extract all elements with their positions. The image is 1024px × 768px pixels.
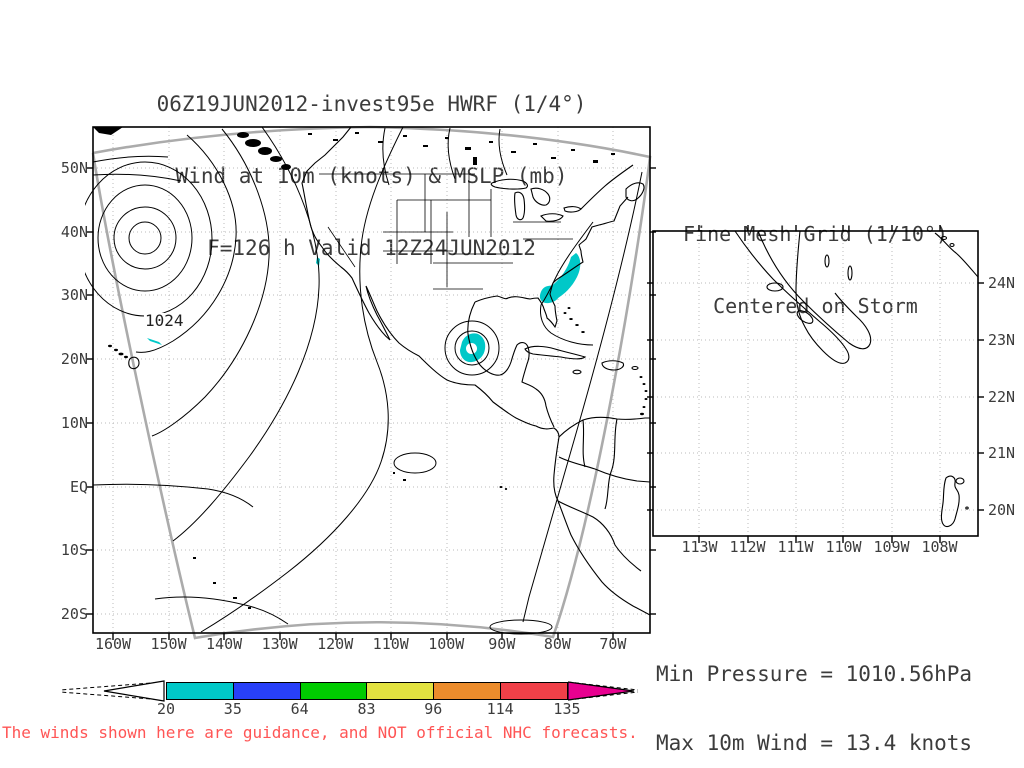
colorbar-tick-label: 96 (424, 700, 443, 718)
colorbar-tick-label: 114 (486, 700, 514, 718)
storm-inner-isobar (454, 330, 490, 366)
lat-tick-label: EQ (69, 477, 88, 496)
colorbar-right-arrow (568, 681, 639, 701)
fine-lon-axis: 113W 112W 111W 110W 109W 108W (677, 540, 962, 555)
colorbar-segment (232, 683, 300, 699)
fine-mesh-title-line-2: Centered on Storm (713, 294, 918, 318)
main-lat-axis: 50N 40N 30N 20N 10N EQ 10S 20S (42, 159, 88, 623)
disclaimer-text: The winds shown here are guidance, and N… (2, 723, 638, 742)
min-pressure-value: Min Pressure = 1010.56hPa (656, 662, 973, 686)
lat-tick-label: 20N (988, 501, 1016, 519)
lon-tick-label: 130W (261, 635, 298, 653)
colorbar-segment (433, 683, 501, 699)
lon-tick-label: 110W (825, 538, 862, 556)
lat-tick-label: 30N (60, 286, 88, 305)
colorbar-tick-label: 135 (553, 700, 581, 718)
colorbar-segment (167, 683, 233, 699)
main-map-frame (86, 126, 656, 640)
max-wind-value: Max 10m Wind = 13.4 knots (656, 731, 973, 755)
title-line-1: 06Z19JUN2012-invest95e HWRF (1/4°) (156, 92, 587, 116)
fine-gridlines (653, 231, 978, 536)
storm-outer-isobar (444, 320, 500, 376)
lon-tick-label: 112W (729, 538, 766, 556)
lat-tick-label: 40N (60, 222, 88, 241)
fine-lat-axis: 24N 23N 22N 21N 20N (988, 274, 1024, 519)
colorbar-tick-label: 83 (357, 700, 376, 718)
lon-tick-label: 160W (94, 635, 132, 653)
lon-tick-label: 108W (921, 538, 958, 556)
lat-tick-label: 10S (60, 541, 88, 560)
fine-coastlines (734, 230, 979, 528)
storm-stats: Min Pressure = 1010.56hPa Max 10m Wind =… (656, 617, 986, 768)
fine-mesh-map (647, 225, 984, 543)
lon-tick-label: 100W (428, 635, 465, 653)
colorbar-segment (500, 683, 567, 699)
lat-tick-label: 23N (988, 330, 1016, 349)
lon-tick-label: 150W (150, 635, 187, 653)
colorbar-left-arrow (59, 680, 165, 702)
fine-mesh-title: Fine Mesh Grid (1/10°) Centered on Storm (653, 174, 978, 366)
fine-mesh-title-line-1: Fine Mesh Grid (1/10°) (683, 222, 948, 246)
lon-tick-label: 120W (317, 635, 354, 653)
island-specks (93, 127, 648, 609)
colorbar-segment (299, 683, 367, 699)
lon-tick-label: 111W (777, 538, 814, 556)
lon-tick-label: 80W (543, 635, 571, 653)
state-borders (319, 173, 573, 290)
wind-patch-hawaii (147, 338, 162, 345)
lat-tick-label: 24N (988, 274, 1016, 292)
lat-tick-label: 22N (988, 387, 1016, 406)
colorbar-tick-label: 35 (223, 700, 242, 718)
title-line-3: F=126 h Valid 12Z24JUN2012 (207, 236, 536, 260)
right-arrow-head (568, 681, 635, 701)
coastlines (128, 126, 651, 616)
domain-boundary (91, 125, 652, 640)
lat-tick-label: 20N (60, 350, 88, 369)
lon-tick-label: 109W (873, 538, 910, 556)
colorbar-tick-label: 20 (156, 700, 176, 718)
lon-tick-label: 90W (488, 635, 516, 653)
lon-tick-label: 113W (681, 538, 718, 556)
main-lon-axis: 160W 150W 140W 130W 120W 110W 100W 90W 80W 70W (93, 637, 633, 652)
lon-tick-label: 110W (372, 635, 409, 653)
wind-swath (147, 253, 581, 363)
main-map (85, 125, 656, 640)
lon-tick-label: 70W (599, 635, 627, 653)
colorbar-tick-label: 64 (290, 700, 309, 718)
isobar-label-1024: 1024 (144, 311, 185, 330)
colorbar-segment (366, 683, 434, 699)
fine-map-frame (647, 225, 984, 543)
lat-tick-label: 10N (60, 413, 88, 432)
left-arrow-head (103, 680, 165, 702)
lat-tick-label: 21N (988, 444, 1016, 463)
lat-tick-label: 50N (60, 159, 88, 177)
lon-tick-label: 140W (206, 635, 243, 653)
pressure-contours (85, 126, 643, 635)
colorbar (166, 682, 568, 700)
lat-tick-label: 20S (60, 604, 88, 623)
colorbar-scale: 20 35 64 83 96 114 135 (146, 702, 587, 717)
